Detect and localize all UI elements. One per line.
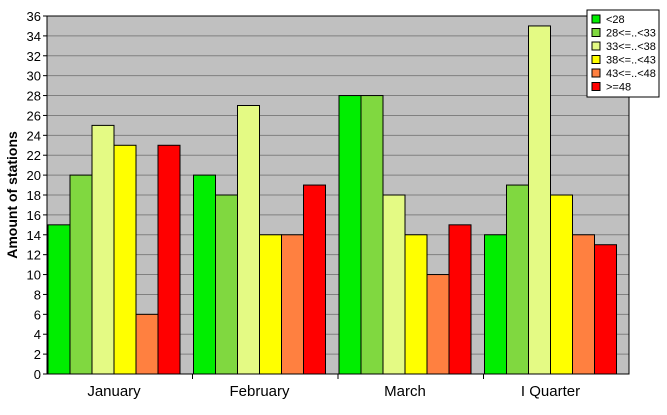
bar bbox=[594, 244, 617, 375]
bar bbox=[157, 144, 181, 375]
y-tick-label: 20 bbox=[27, 168, 41, 183]
legend-swatch bbox=[591, 14, 601, 24]
bar bbox=[69, 174, 93, 375]
y-tick-label: 16 bbox=[27, 208, 41, 223]
y-tick-label: 0 bbox=[34, 367, 41, 382]
y-tick-label: 28 bbox=[27, 89, 41, 104]
bar bbox=[484, 234, 507, 375]
bar bbox=[135, 313, 159, 375]
y-tick-label: 8 bbox=[34, 287, 41, 302]
legend-label: 43<=..<48 bbox=[606, 68, 656, 80]
bar bbox=[47, 224, 71, 375]
bar bbox=[303, 184, 326, 375]
bar bbox=[237, 105, 260, 375]
y-tick-label: 18 bbox=[27, 188, 41, 203]
bar bbox=[91, 124, 115, 375]
bar bbox=[360, 95, 384, 375]
bar bbox=[281, 234, 304, 375]
x-axis: January February March I Quarter bbox=[87, 374, 580, 400]
bar bbox=[550, 194, 573, 375]
y-tick-label: 6 bbox=[34, 307, 41, 322]
x-tick-label: March bbox=[384, 383, 426, 400]
y-tick-label: 26 bbox=[27, 108, 41, 123]
y-tick-label: 30 bbox=[27, 69, 41, 84]
x-tick-label: I Quarter bbox=[521, 383, 580, 400]
legend-label: >=48 bbox=[606, 82, 631, 94]
bar bbox=[382, 194, 406, 375]
legend-label: 28<=..<33 bbox=[606, 28, 656, 40]
bar bbox=[426, 274, 450, 375]
y-tick-label: 24 bbox=[27, 128, 41, 143]
legend-swatch bbox=[591, 55, 601, 64]
y-tick-label: 12 bbox=[27, 248, 41, 263]
x-tick-label: January bbox=[87, 383, 141, 400]
y-tick-label: 4 bbox=[34, 327, 41, 342]
y-axis-label: Amount of stations bbox=[4, 131, 20, 259]
legend-label: <28 bbox=[606, 14, 625, 26]
bar bbox=[338, 95, 362, 375]
bar bbox=[259, 234, 282, 375]
x-tick-label: February bbox=[229, 383, 290, 400]
y-tick-label: 10 bbox=[27, 268, 41, 283]
legend-swatch bbox=[591, 68, 601, 78]
y-tick-label: 36 bbox=[27, 9, 41, 24]
bar bbox=[448, 224, 472, 375]
legend-swatch bbox=[591, 41, 601, 51]
y-tick-label: 32 bbox=[27, 49, 41, 64]
bar bbox=[572, 234, 595, 375]
legend-swatch bbox=[591, 28, 601, 37]
bar bbox=[528, 25, 551, 375]
legend-label: 33<=..<38 bbox=[606, 41, 656, 53]
legend-swatch bbox=[591, 82, 601, 91]
bar bbox=[404, 234, 428, 375]
y-tick-label: 34 bbox=[27, 29, 41, 44]
y-tick-label: 2 bbox=[34, 347, 41, 362]
y-tick-label: 22 bbox=[27, 148, 41, 163]
y-tick-label: 14 bbox=[27, 228, 41, 243]
bar bbox=[506, 184, 529, 375]
bar bbox=[215, 194, 238, 375]
legend-label: 38<=..<43 bbox=[606, 55, 656, 67]
bar bbox=[113, 144, 137, 375]
bar bbox=[193, 174, 216, 375]
